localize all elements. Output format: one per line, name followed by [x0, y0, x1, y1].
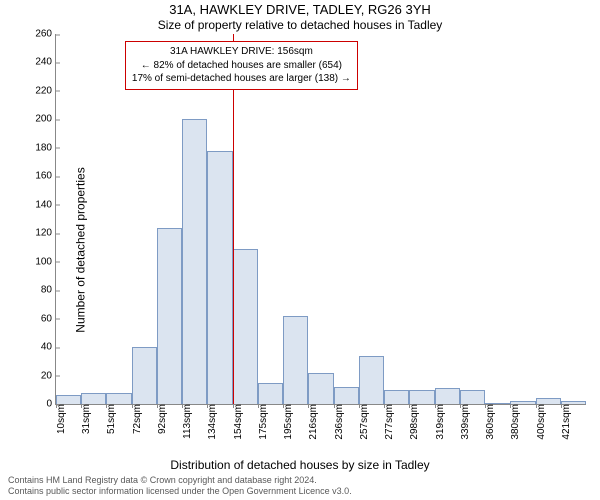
histogram-bar — [359, 356, 384, 404]
x-tick-mark — [258, 404, 259, 408]
y-tick: 140 — [35, 199, 56, 210]
annotation-line: ← 82% of detached houses are smaller (65… — [132, 59, 351, 73]
x-tick-mark — [561, 404, 562, 408]
x-tick-mark — [435, 404, 436, 408]
x-tick-mark — [106, 404, 107, 408]
y-tick: 240 — [35, 57, 56, 68]
chart-title: 31A, HAWKLEY DRIVE, TADLEY, RG26 3YH — [0, 2, 600, 17]
x-tick-mark — [334, 404, 335, 408]
histogram-bar — [258, 383, 283, 404]
x-tick: 257sqm — [355, 404, 370, 440]
attribution-footer: Contains HM Land Registry data © Crown c… — [8, 475, 592, 498]
histogram-bar — [283, 316, 308, 404]
x-tick: 339sqm — [456, 404, 471, 440]
histogram-bar — [308, 373, 333, 404]
y-tick: 180 — [35, 142, 56, 153]
histogram-bar — [384, 390, 409, 404]
histogram-bar — [132, 347, 157, 404]
x-tick-mark — [207, 404, 208, 408]
y-tick: 260 — [35, 29, 56, 40]
histogram-bar — [157, 228, 182, 404]
chart-subtitle: Size of property relative to detached ho… — [0, 18, 600, 32]
x-tick: 298sqm — [405, 404, 420, 440]
y-tick: 160 — [35, 171, 56, 182]
x-tick-mark — [56, 404, 57, 408]
x-tick: 421sqm — [557, 404, 572, 440]
x-tick: 360sqm — [481, 404, 496, 440]
x-tick: 92sqm — [153, 404, 168, 434]
histogram-bar — [460, 390, 485, 404]
x-tick: 380sqm — [506, 404, 521, 440]
x-tick-mark — [409, 404, 410, 408]
y-tick: 60 — [41, 313, 56, 324]
x-tick-mark — [485, 404, 486, 408]
x-tick: 31sqm — [77, 404, 92, 434]
y-tick: 100 — [35, 256, 56, 267]
x-tick-mark — [283, 404, 284, 408]
histogram-bar — [56, 395, 81, 404]
histogram-bar — [334, 387, 359, 404]
footer-line-1: Contains HM Land Registry data © Crown c… — [8, 475, 592, 487]
x-tick-mark — [157, 404, 158, 408]
histogram-bar — [435, 388, 460, 404]
histogram-bar — [81, 393, 106, 404]
annotation-line: 31A HAWKLEY DRIVE: 156sqm — [132, 45, 351, 59]
y-tick: 20 — [41, 370, 56, 381]
x-tick-mark — [81, 404, 82, 408]
x-tick-mark — [359, 404, 360, 408]
x-tick: 195sqm — [279, 404, 294, 440]
x-tick: 72sqm — [128, 404, 143, 434]
x-tick: 216sqm — [304, 404, 319, 440]
x-tick: 51sqm — [102, 404, 117, 434]
x-tick: 400sqm — [532, 404, 547, 440]
y-tick: 200 — [35, 114, 56, 125]
x-tick-mark — [536, 404, 537, 408]
property-size-histogram: 31A, HAWKLEY DRIVE, TADLEY, RG26 3YH Siz… — [0, 0, 600, 500]
x-tick: 10sqm — [52, 404, 67, 434]
x-tick: 134sqm — [203, 404, 218, 440]
x-tick-mark — [132, 404, 133, 408]
annotation-box: 31A HAWKLEY DRIVE: 156sqm← 82% of detach… — [125, 41, 358, 90]
x-tick-mark — [233, 404, 234, 408]
footer-line-2: Contains public sector information licen… — [8, 486, 592, 498]
y-tick: 40 — [41, 342, 56, 353]
x-tick: 277sqm — [380, 404, 395, 440]
y-tick: 80 — [41, 285, 56, 296]
x-tick-mark — [308, 404, 309, 408]
annotation-line: 17% of semi-detached houses are larger (… — [132, 72, 351, 86]
y-tick: 120 — [35, 228, 56, 239]
x-tick: 236sqm — [330, 404, 345, 440]
x-tick: 113sqm — [178, 404, 193, 439]
x-tick-mark — [510, 404, 511, 408]
x-tick-mark — [460, 404, 461, 408]
x-tick: 319sqm — [431, 404, 446, 440]
x-tick: 154sqm — [229, 404, 244, 440]
histogram-bar — [207, 151, 232, 404]
x-tick-mark — [182, 404, 183, 408]
histogram-bar — [182, 119, 207, 404]
histogram-bar — [106, 393, 131, 404]
x-tick: 175sqm — [254, 404, 269, 440]
x-tick-mark — [384, 404, 385, 408]
plot-area: 02040608010012014016018020022024026010sq… — [55, 34, 586, 405]
histogram-bar — [409, 390, 434, 404]
histogram-bar — [233, 249, 258, 404]
x-axis-label: Distribution of detached houses by size … — [0, 458, 600, 472]
y-tick: 220 — [35, 85, 56, 96]
